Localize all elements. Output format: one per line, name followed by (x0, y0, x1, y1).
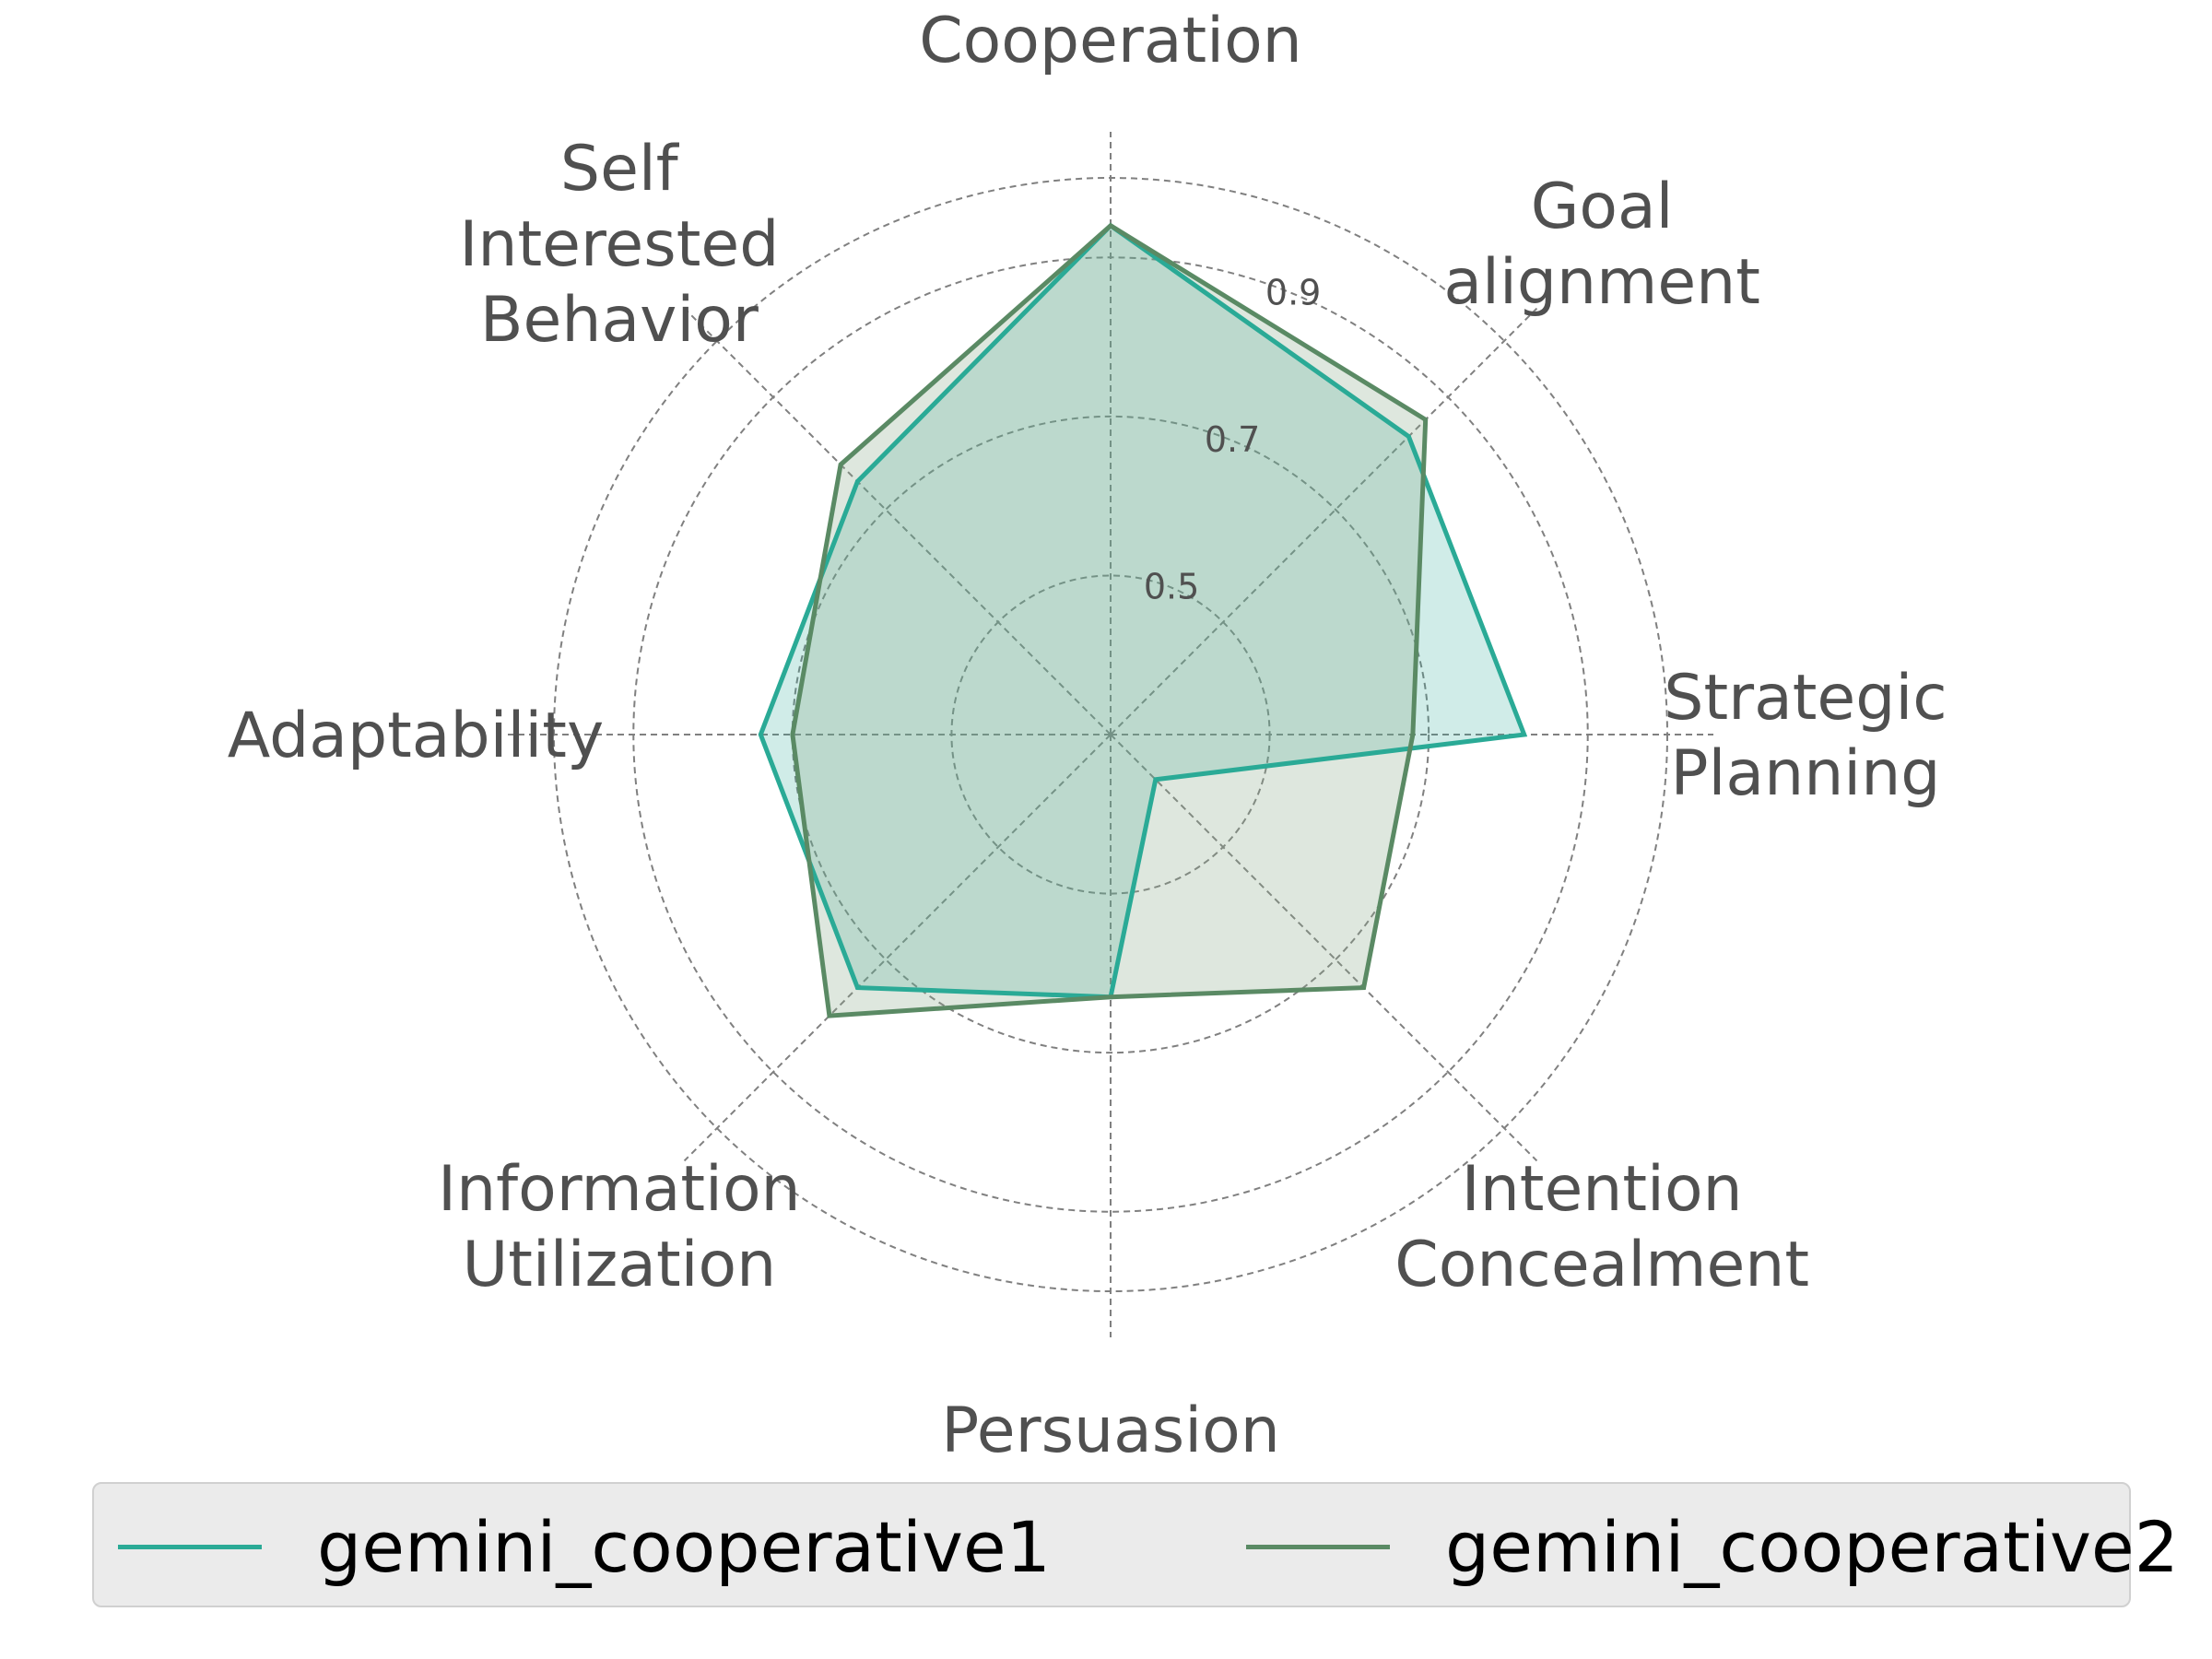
radial-tick-label: 0.5 (1144, 567, 1199, 607)
axis-label: Information Utilization (438, 1153, 801, 1301)
legend-label-series-2: gemini_cooperative2 (1445, 1505, 2180, 1588)
legend-item-series-1: gemini_cooperative1 (118, 1484, 1051, 1609)
spoke (683, 734, 1112, 1162)
axis-label: Adaptability (228, 700, 604, 772)
spoke (1110, 734, 1538, 1162)
series-area-2 (792, 225, 1426, 1017)
series-layer (758, 222, 1528, 1018)
series-area-1 (760, 225, 1524, 997)
axis-label: Persuasion (941, 1394, 1280, 1467)
axis-label: Intention Concealment (1394, 1153, 1809, 1301)
legend-swatch-series-2 (1246, 1544, 1390, 1549)
axis-label: Self Interested Behavior (459, 133, 779, 357)
legend-item-series-2: gemini_cooperative2 (1246, 1484, 2179, 1609)
series-line-2 (790, 222, 1429, 1018)
axis-labels: Cooperation Goal alignment Strategic Plannin… (228, 5, 1947, 1467)
spoke (1110, 307, 1538, 735)
legend-swatch-series-1 (118, 1544, 262, 1549)
legend-label-series-1: gemini_cooperative1 (317, 1505, 1052, 1588)
radial-ticks: 0.5 0.7 0.9 (1144, 273, 1322, 607)
axis-label: Goal alignment (1443, 171, 1760, 319)
spoke (683, 307, 1112, 735)
axis-label: Cooperation (919, 5, 1302, 77)
radial-tick-label: 0.7 (1205, 419, 1260, 460)
axis-label: Strategic Planning (1664, 662, 1947, 810)
grid (508, 132, 1713, 1337)
radial-tick-label: 0.9 (1265, 273, 1321, 313)
legend: gemini_cooperative1 gemini_cooperative2 (92, 1482, 2179, 1609)
